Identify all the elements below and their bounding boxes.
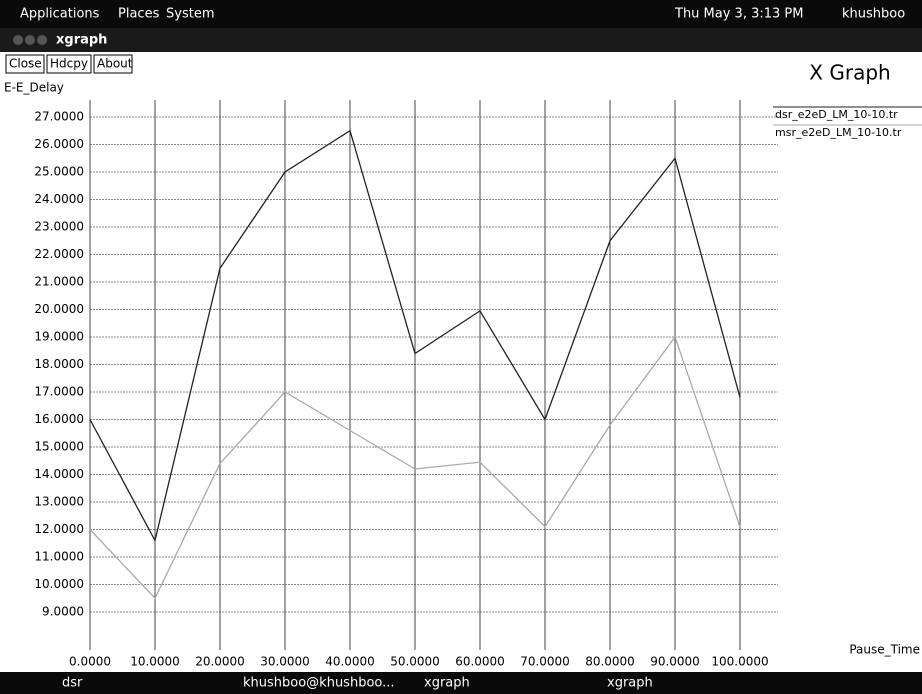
y-tick-label: 14.0000 — [34, 467, 84, 481]
task[interactable]: khushboo@khushboo... — [243, 676, 395, 691]
x-tick-label: 100.0000 — [711, 655, 768, 669]
title-bar — [0, 28, 922, 52]
clock[interactable]: Thu May 3, 3:13 PM — [674, 7, 803, 22]
y-tick-label: 16.0000 — [34, 412, 84, 426]
x-tick-label: 10.0000 — [130, 655, 180, 669]
window-control[interactable] — [13, 35, 23, 45]
y-tick-label: 19.0000 — [34, 330, 84, 344]
taskbar — [0, 672, 922, 694]
user[interactable]: khushboo — [842, 7, 905, 22]
y-tick-label: 12.0000 — [34, 522, 84, 536]
x-tick-label: 50.0000 — [390, 655, 440, 669]
menu[interactable]: System — [166, 7, 214, 22]
x-tick-label: 90.0000 — [650, 655, 700, 669]
y-tick-label: 18.0000 — [34, 357, 84, 371]
task[interactable]: dsr — [62, 676, 83, 691]
x-tick-label: 60.0000 — [455, 655, 505, 669]
x-tick-label: 80.0000 — [585, 655, 635, 669]
menu[interactable]: Applications — [20, 7, 100, 22]
plot: 9.0000 10.0000 11.0000 12.0000 13.0000 14.000… — [34, 100, 922, 669]
button-label[interactable]: Hdcpy — [50, 57, 88, 71]
y-tick-label: 10.0000 — [34, 577, 84, 591]
series-line — [89, 129, 741, 543]
y-tick-label: 11.0000 — [34, 550, 84, 564]
task[interactable]: xgraph — [607, 676, 653, 691]
y-axis-label: E-E_Delay — [4, 81, 64, 95]
window-title: xgraph — [56, 33, 107, 48]
x-tick-label: 20.0000 — [195, 655, 245, 669]
task[interactable]: xgraph — [424, 676, 470, 691]
y-tick-label: 20.0000 — [34, 302, 84, 316]
x-tick-label: 30.0000 — [260, 655, 310, 669]
window-control[interactable] — [25, 35, 35, 45]
x-axis-label: Pause_Time — [849, 643, 920, 657]
button-label[interactable]: Close — [9, 57, 42, 71]
y-tick-label: 15.0000 — [34, 440, 84, 454]
y-tick-label: 17.0000 — [34, 385, 84, 399]
chart-title: X Graph — [809, 61, 890, 85]
button-label[interactable]: About — [97, 57, 133, 71]
y-tick-label: 9.0000 — [42, 605, 84, 619]
x-tick-label: 0.0000 — [69, 655, 111, 669]
x-tick-label: 70.0000 — [520, 655, 570, 669]
y-tick-label: 25.0000 — [34, 165, 84, 179]
series-line — [89, 335, 741, 600]
y-tick-label: 13.0000 — [34, 495, 84, 509]
y-tick-label: 26.0000 — [34, 137, 84, 151]
button[interactable] — [93, 54, 133, 74]
button[interactable] — [5, 54, 45, 74]
y-tick-label: 21.0000 — [34, 275, 84, 289]
y-tick-label: 24.0000 — [34, 192, 84, 206]
window-control[interactable] — [37, 35, 47, 45]
top-panel — [0, 0, 922, 28]
button[interactable] — [46, 54, 92, 74]
y-tick-label: 27.0000 — [34, 110, 84, 124]
legend-label: dsr_e2eD_LM_10-10.tr — [775, 108, 898, 121]
x-tick-label: 40.0000 — [325, 655, 375, 669]
y-tick-label: 23.0000 — [34, 220, 84, 234]
legend-label: msr_e2eD_LM_10-10.tr — [775, 126, 902, 139]
y-tick-label: 22.0000 — [34, 247, 84, 261]
menu[interactable]: Places — [118, 7, 160, 22]
